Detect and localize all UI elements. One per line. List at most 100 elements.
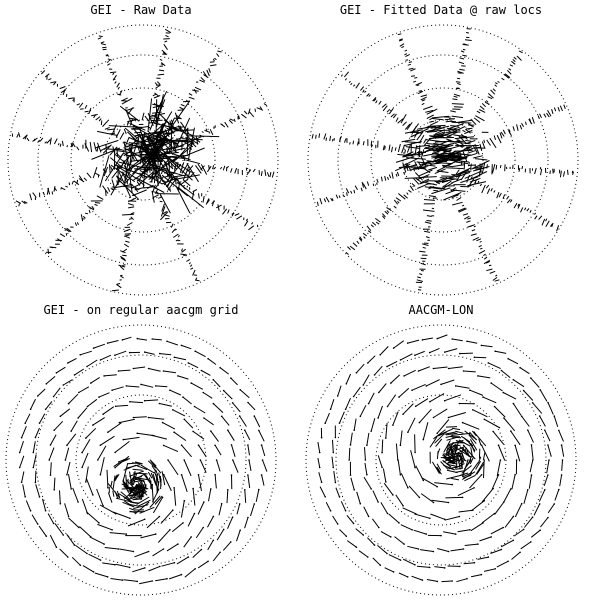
flow-vector <box>21 471 25 483</box>
flow-vector <box>402 403 414 415</box>
flow-vector <box>116 164 148 178</box>
flow-vector <box>120 257 127 262</box>
flow-vector <box>502 194 506 199</box>
flow-vector <box>464 215 470 220</box>
flow-vector <box>399 43 405 47</box>
flow-vector <box>521 416 530 427</box>
flow-vector <box>414 513 431 519</box>
flow-vector <box>44 73 50 78</box>
flow-vector <box>470 447 473 458</box>
flow-vector <box>348 447 351 461</box>
flow-vector <box>122 495 131 503</box>
flow-vector <box>182 100 190 103</box>
flow-vector <box>201 370 211 376</box>
flow-vector <box>524 207 527 211</box>
flow-vector <box>368 94 371 97</box>
flow-vector <box>347 246 351 250</box>
flow-vector <box>123 128 127 134</box>
flow-vector <box>408 485 420 498</box>
flow-vector <box>451 126 466 133</box>
flow-vector <box>105 54 110 57</box>
flow-vector <box>158 149 177 170</box>
flow-vector <box>94 139 119 149</box>
flow-vector <box>404 53 408 56</box>
flow-vector <box>547 444 552 457</box>
flow-vector <box>19 455 25 468</box>
flow-vector <box>455 169 460 175</box>
flow-vector <box>406 192 409 195</box>
flow-vector <box>64 447 70 461</box>
flow-vector <box>529 209 532 213</box>
flow-vector <box>386 206 392 212</box>
flow-vector <box>346 192 348 196</box>
flow-vector <box>192 430 205 440</box>
flow-vector <box>132 189 147 196</box>
flow-vector <box>347 540 357 548</box>
flow-vector <box>481 444 490 462</box>
flow-vector <box>186 163 199 183</box>
flow-vector <box>76 179 79 185</box>
flow-vector <box>393 205 397 209</box>
flow-vector <box>160 206 166 217</box>
flow-vector <box>227 429 235 441</box>
flow-vector <box>183 166 190 180</box>
grid-ring <box>5 324 277 596</box>
flow-vector <box>97 142 102 153</box>
flow-vector <box>86 478 94 496</box>
flow-vector <box>348 80 351 83</box>
flow-vector <box>426 379 440 387</box>
flow-vector <box>477 456 482 464</box>
flow-vector <box>89 536 105 545</box>
flow-vector <box>159 353 172 356</box>
flow-vector <box>315 134 317 139</box>
flow-vector <box>317 441 321 453</box>
flow-vector <box>398 387 410 398</box>
flow-vector <box>124 145 136 148</box>
flow-vector <box>408 67 414 70</box>
flow-vector <box>457 82 461 86</box>
flow-vector <box>340 501 347 511</box>
flow-vector <box>155 469 159 476</box>
flow-vector <box>393 199 399 205</box>
flow-vector <box>63 379 73 386</box>
flow-vector <box>124 500 131 506</box>
flow-vector <box>244 489 247 503</box>
flow-vector <box>317 457 321 468</box>
flow-vector <box>37 388 46 397</box>
flow-vector <box>161 174 189 197</box>
flow-vector <box>481 102 486 108</box>
flow-vector <box>523 489 529 504</box>
flow-vector <box>424 146 443 153</box>
flow-vector <box>472 409 488 418</box>
flow-vector <box>534 167 537 175</box>
flow-vector <box>244 429 251 441</box>
flow-vector <box>368 392 375 404</box>
grid-ring <box>70 87 216 233</box>
flow-vector <box>463 445 476 460</box>
flow-vector <box>140 464 155 474</box>
flow-vector <box>539 389 548 402</box>
flow-vector <box>430 126 442 129</box>
flow-vector <box>148 174 157 180</box>
flow-vector <box>140 383 154 388</box>
flow-vector <box>102 119 110 127</box>
flow-vector <box>256 107 262 111</box>
flow-vector <box>180 103 185 107</box>
flow-vector <box>453 161 468 165</box>
flow-vector <box>82 565 94 573</box>
flow-vector <box>188 93 193 96</box>
flow-vector <box>113 474 118 481</box>
flow-vector <box>533 503 541 516</box>
flow-vector <box>539 415 546 427</box>
flow-vector <box>255 489 260 502</box>
flow-vector <box>455 453 467 462</box>
flow-vector <box>378 383 387 393</box>
flow-vector <box>430 162 441 165</box>
flow-vector <box>441 580 453 583</box>
flow-vector <box>126 120 130 126</box>
flow-vector <box>128 146 139 163</box>
flow-vector <box>103 166 109 177</box>
flow-vector <box>22 134 28 140</box>
flow-vector <box>94 203 98 206</box>
flow-vector <box>133 366 146 369</box>
